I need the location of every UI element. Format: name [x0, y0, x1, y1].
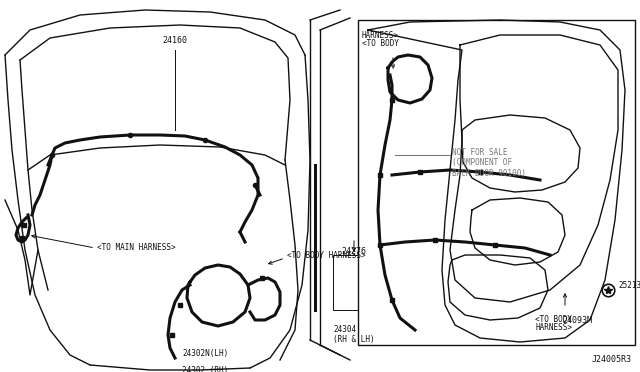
Bar — [333, 255, 375, 310]
Text: 24304
(RH & LH): 24304 (RH & LH) — [333, 325, 374, 344]
Text: 24093M: 24093M — [562, 316, 592, 325]
Text: 24276: 24276 — [342, 247, 367, 256]
Text: <TO BODY: <TO BODY — [362, 39, 399, 48]
Text: 24160: 24160 — [163, 36, 188, 45]
Text: HARNESS>: HARNESS> — [535, 323, 572, 332]
Text: <TO BODY HARNESS>: <TO BODY HARNESS> — [287, 251, 365, 260]
Text: HARNESS>: HARNESS> — [362, 31, 399, 40]
Text: <TO BODY: <TO BODY — [535, 315, 572, 324]
Text: <TO MAIN HARNESS>: <TO MAIN HARNESS> — [97, 244, 175, 253]
Text: J24005R3: J24005R3 — [592, 355, 632, 364]
Text: NOT FOR SALE
(COMPONENT OF
BACK DOOR 90100): NOT FOR SALE (COMPONENT OF BACK DOOR 901… — [452, 148, 526, 178]
Text: 25213E: 25213E — [618, 280, 640, 289]
Text: 24302 (RH): 24302 (RH) — [182, 366, 228, 372]
Text: 24302N(LH): 24302N(LH) — [182, 349, 228, 358]
Bar — [358, 20, 635, 345]
